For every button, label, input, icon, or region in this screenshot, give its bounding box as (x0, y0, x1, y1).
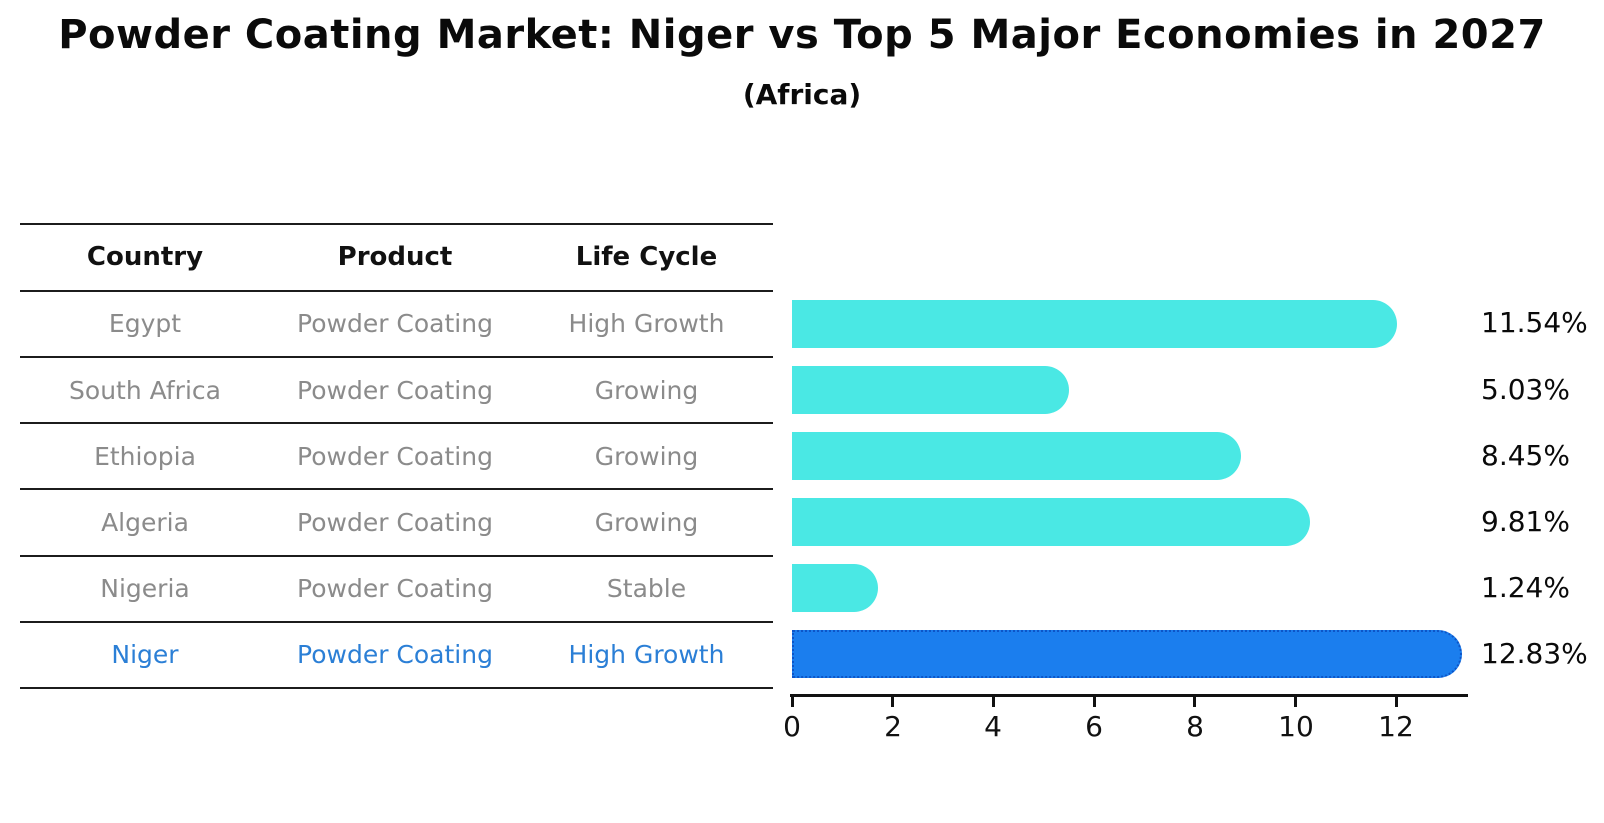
x-axis-line (790, 694, 1468, 697)
x-axis-tick-label: 10 (1278, 710, 1314, 743)
value-label-egypt: 11.54% (1481, 306, 1588, 339)
life-cycle-cell: Growing (594, 375, 699, 405)
column-header-country: Country (86, 242, 204, 273)
bar-algeria (792, 498, 1310, 546)
life-cycle-cell: Growing (594, 441, 699, 471)
x-axis-tick-label: 0 (783, 710, 801, 743)
value-label-algeria: 9.81% (1481, 505, 1570, 538)
chart-title: Powder Coating Market: Niger vs Top 5 Ma… (58, 12, 1546, 58)
bar-ethiopia (792, 432, 1241, 480)
product-cell: Powder Coating (297, 507, 493, 537)
chart-subtitle: (Africa) (742, 78, 862, 111)
life-cycle-cell: High Growth (568, 309, 725, 339)
value-label-south-africa: 5.03% (1481, 373, 1570, 406)
table-header-row: Country Product Life Cycle (20, 225, 773, 292)
life-cycle-cell: Stable (606, 574, 687, 604)
product-cell: Powder Coating (297, 375, 493, 405)
table-row-algeria: Algeria Powder Coating Growing (20, 490, 773, 557)
product-cell: Powder Coating (297, 309, 493, 339)
value-label-nigeria: 1.24% (1481, 571, 1570, 604)
column-header-life-cycle: Life Cycle (575, 242, 718, 273)
value-label-ethiopia: 8.45% (1481, 439, 1570, 472)
column-header-product: Product (337, 242, 453, 273)
x-axis-tick (1294, 694, 1297, 707)
x-axis-tick (791, 694, 794, 707)
x-axis-tick-label: 6 (1085, 710, 1103, 743)
value-label-niger: 12.83% (1481, 637, 1588, 670)
country-cell: Egypt (108, 309, 182, 339)
country-cell: South Africa (69, 375, 221, 405)
country-cell: Ethiopia (94, 441, 196, 471)
product-cell: Powder Coating (297, 640, 493, 670)
country-cell: Niger (111, 640, 179, 670)
table-row-niger: Niger Powder Coating High Growth (20, 623, 773, 690)
x-axis-tick (1093, 694, 1096, 707)
country-cell: Nigeria (100, 574, 190, 604)
x-axis-tick (1395, 694, 1398, 707)
bar-nigeria (792, 564, 878, 612)
x-axis-tick (891, 694, 894, 707)
country-cell: Algeria (101, 507, 189, 537)
life-cycle-cell: High Growth (568, 640, 725, 670)
product-cell: Powder Coating (297, 441, 493, 471)
country-table: Country Product Life Cycle Egypt Powder … (20, 223, 773, 690)
table-row-nigeria: Nigeria Powder Coating Stable (20, 557, 773, 623)
table-row-egypt: Egypt Powder Coating High Growth (20, 292, 773, 358)
x-axis-tick-label: 4 (984, 710, 1002, 743)
x-axis-tick-label: 2 (884, 710, 902, 743)
x-axis-tick-label: 8 (1186, 710, 1204, 743)
bar-south-africa (792, 366, 1069, 414)
table-row-south-africa: South Africa Powder Coating Growing (20, 358, 773, 425)
life-cycle-cell: Growing (594, 507, 699, 537)
x-axis-tick (1193, 694, 1196, 707)
table-row-ethiopia: Ethiopia Powder Coating Growing (20, 424, 773, 491)
product-cell: Powder Coating (297, 574, 493, 604)
bar-egypt (792, 300, 1397, 348)
x-axis-tick (992, 694, 995, 707)
x-axis-tick-label: 12 (1378, 710, 1414, 743)
bar-niger (792, 630, 1462, 678)
